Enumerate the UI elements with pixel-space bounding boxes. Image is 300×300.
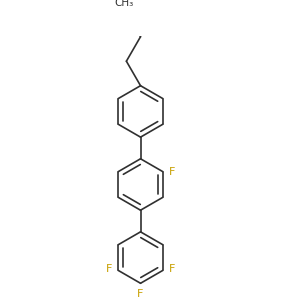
Text: F: F xyxy=(106,264,112,274)
Text: CH₃: CH₃ xyxy=(114,0,133,8)
Text: F: F xyxy=(169,167,175,177)
Text: F: F xyxy=(137,289,144,299)
Text: F: F xyxy=(169,264,175,274)
